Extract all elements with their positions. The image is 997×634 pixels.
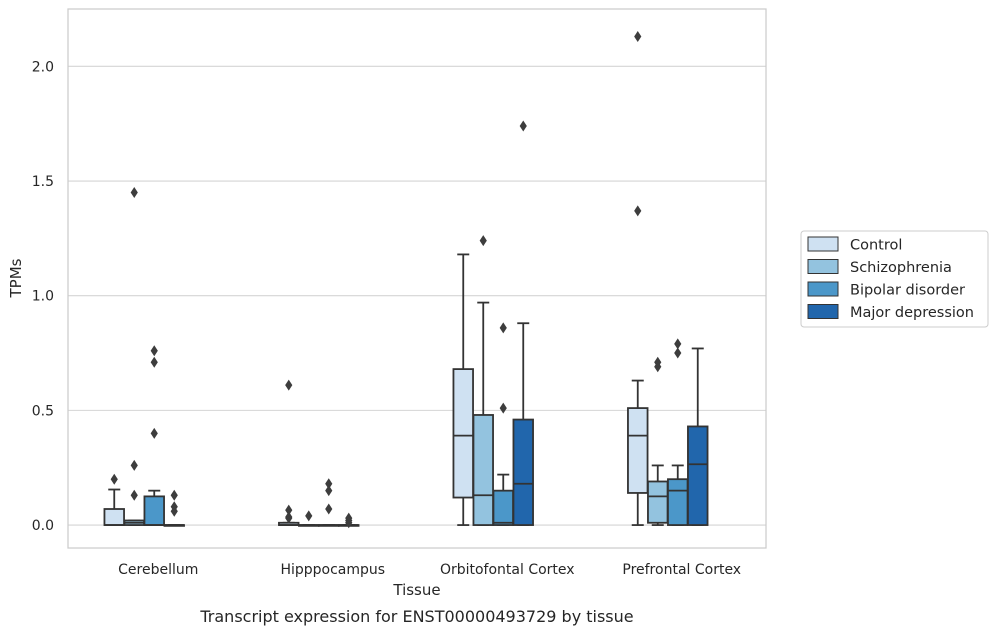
outlier-point xyxy=(130,489,138,501)
legend-label: Control xyxy=(850,238,902,254)
outlier-point xyxy=(285,504,293,516)
y-tick-labels: 0.0 0.5 1.0 1.5 2.0 xyxy=(32,59,54,534)
iqr-box xyxy=(687,425,709,526)
legend-label: Schizophrenia xyxy=(850,260,952,276)
outlier-point xyxy=(519,120,527,132)
box-bipolar-disorder xyxy=(143,345,165,526)
legend-label: Major depression xyxy=(850,305,974,321)
y-tick-label: 1.0 xyxy=(32,289,54,305)
outlier-point xyxy=(654,356,662,368)
legend-frame xyxy=(800,230,989,328)
outlier-point xyxy=(130,186,138,198)
x-tick-label: Cerebellum xyxy=(118,562,198,578)
box-schizophrenia xyxy=(123,186,145,526)
box-schizophrenia xyxy=(647,356,669,526)
outlier-point xyxy=(479,235,487,247)
box-major-depression xyxy=(163,489,185,527)
box-bipolar-disorder xyxy=(667,338,689,526)
iqr-box xyxy=(103,508,125,526)
outlier-point xyxy=(499,322,507,334)
outlier-point xyxy=(499,402,507,414)
iqr-box xyxy=(667,478,689,526)
box-groups xyxy=(103,31,709,529)
outlier-point xyxy=(285,512,293,524)
box-schizophrenia xyxy=(472,235,494,526)
outlier-point xyxy=(150,345,158,357)
outlier-point xyxy=(325,478,333,490)
x-tick-label: Prefrontal Cortex xyxy=(622,562,741,578)
outlier-point xyxy=(150,427,158,439)
outlier-point xyxy=(634,31,642,43)
box-major-depression xyxy=(338,512,360,529)
iqr-box xyxy=(143,495,165,526)
plot-frame xyxy=(67,8,767,549)
outlier-point xyxy=(170,489,178,501)
outlier-point xyxy=(170,505,178,517)
legend-swatch xyxy=(807,281,839,297)
iqr-box xyxy=(452,368,474,499)
y-tick-label: 0.5 xyxy=(32,403,54,419)
outlier-point xyxy=(325,503,333,515)
box-control xyxy=(103,473,125,526)
legend-swatch xyxy=(807,236,839,252)
iqr-box xyxy=(472,414,494,526)
y-tick-label: 2.0 xyxy=(32,59,54,75)
outlier-point xyxy=(345,517,353,529)
outlier-point xyxy=(325,485,333,497)
y-axis-title: TPMs xyxy=(7,258,25,298)
figure-caption: Transcript expression for ENST0000049372… xyxy=(199,607,633,626)
outlier-point xyxy=(150,356,158,368)
x-tick-labels: Cerebellum Hipppocampus Orbitofontal Corte… xyxy=(118,562,741,578)
outlier-point xyxy=(110,473,118,485)
outlier-point xyxy=(285,379,293,391)
box-control xyxy=(452,253,474,526)
box-bipolar-disorder xyxy=(318,478,340,527)
y-gridlines xyxy=(68,65,766,526)
outlier-point xyxy=(674,347,682,359)
outlier-point xyxy=(674,338,682,350)
iqr-box xyxy=(512,418,534,526)
x-tick-label: Hipppocampus xyxy=(280,562,385,578)
box-bipolar-disorder xyxy=(492,322,514,526)
y-tick-label: 1.5 xyxy=(32,174,54,190)
iqr-box xyxy=(492,489,514,526)
box-control xyxy=(278,379,300,526)
x-axis-title: Tissue xyxy=(392,581,440,599)
outlier-point xyxy=(634,205,642,217)
legend-label: Bipolar disorder xyxy=(850,283,965,299)
outlier-point xyxy=(305,510,313,522)
legend-swatch xyxy=(807,259,839,274)
iqr-box xyxy=(647,480,669,524)
outlier-point xyxy=(130,459,138,471)
box-major-depression xyxy=(512,120,534,526)
iqr-box xyxy=(627,407,649,494)
legend-swatch xyxy=(807,304,839,319)
box-control xyxy=(627,31,649,526)
y-tick-label: 0.0 xyxy=(32,518,54,534)
box-major-depression xyxy=(687,347,709,526)
box-schizophrenia xyxy=(298,510,320,527)
x-tick-label: Orbitofontal Cortex xyxy=(440,562,575,578)
legend: Control Schizophrenia Bipolar disorder Majo… xyxy=(800,230,989,328)
